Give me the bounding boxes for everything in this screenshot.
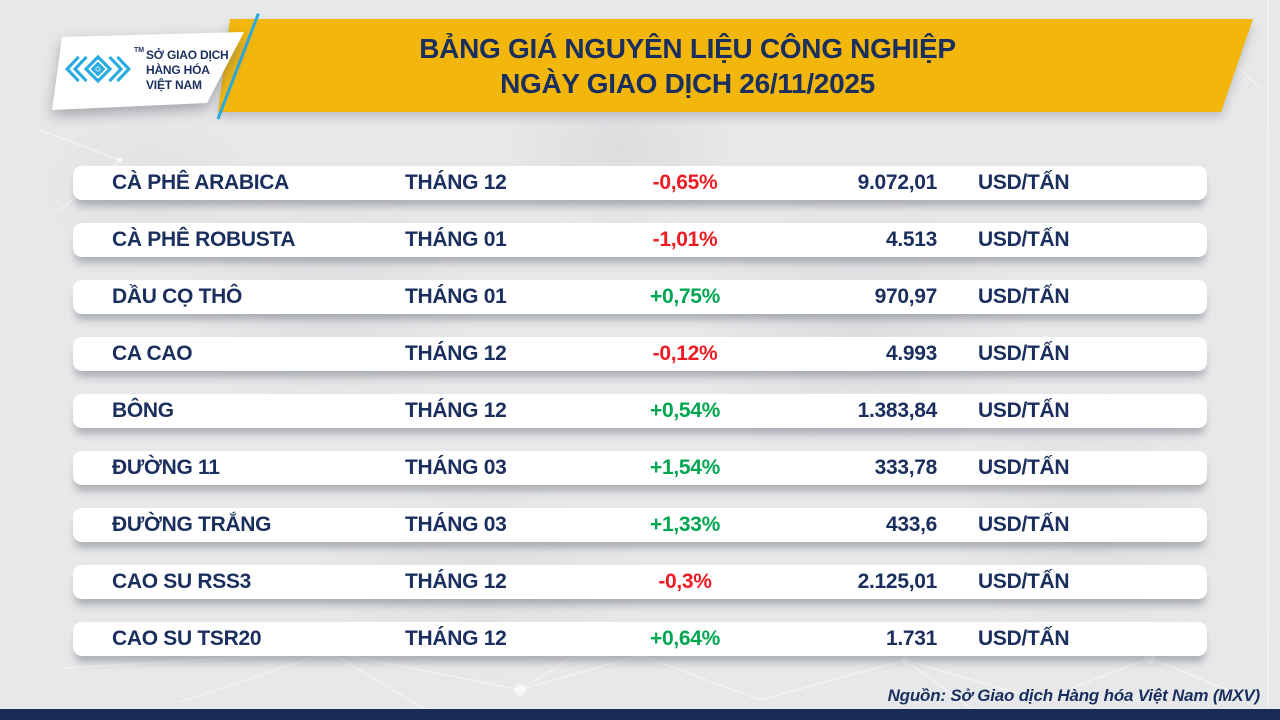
- contract-month: THÁNG 12: [405, 570, 507, 593]
- change-percent: -0,3%: [658, 570, 712, 593]
- price-unit: USD/TẤN: [978, 627, 1070, 650]
- logo-org-name: SỞ GIAO DỊCH HÀNG HÓA VIỆT NAM: [146, 48, 229, 93]
- price-unit: USD/TẤN: [978, 228, 1070, 251]
- price-unit: USD/TẤN: [978, 570, 1070, 593]
- price-unit: USD/TẤN: [978, 399, 1070, 422]
- price-value: 433,6: [885, 513, 937, 536]
- commodity-name: CÀ PHÊ ROBUSTA: [112, 228, 296, 251]
- logo-text-line3: VIỆT NAM: [146, 78, 202, 92]
- price-value: 1.731: [885, 627, 937, 650]
- mxv-logo-icon: [64, 54, 132, 84]
- price-unit: USD/TẤN: [978, 456, 1070, 479]
- change-percent: +0,64%: [649, 627, 720, 650]
- source-credit: Nguồn: Sở Giao dịch Hàng hóa Việt Nam (M…: [887, 686, 1261, 705]
- price-row: CÀ PHÊ ARABICA THÁNG 12 -0,65% 9.072,01 …: [73, 166, 1207, 200]
- price-value: 333,78: [874, 456, 938, 479]
- bottom-bar: [0, 709, 1280, 720]
- price-row: CAO SU RSS3 THÁNG 12 -0,3% 2.125,01 USD/…: [73, 565, 1207, 599]
- price-unit: USD/TẤN: [978, 285, 1070, 308]
- accent-diagonal-line: [216, 13, 260, 120]
- price-value: 9.072,01: [857, 171, 938, 194]
- commodity-name: ĐƯỜNG TRẮNG: [112, 513, 272, 536]
- contract-month: THÁNG 12: [405, 342, 507, 365]
- contract-month: THÁNG 12: [405, 171, 507, 194]
- price-value: 970,97: [874, 285, 938, 308]
- price-value: 4.513: [885, 228, 937, 251]
- mxv-logo: TM SỞ GIAO DỊCH HÀNG HÓA VIỆT NAM: [52, 32, 244, 110]
- contract-month: THÁNG 01: [405, 228, 507, 251]
- change-percent: +0,54%: [649, 399, 720, 422]
- change-percent: +1,54%: [649, 456, 720, 479]
- price-unit: USD/TẤN: [978, 171, 1070, 194]
- price-value: 2.125,01: [857, 570, 938, 593]
- board-title-line2: NGÀY GIAO DỊCH 26/11/2025: [500, 67, 875, 99]
- commodity-name: CÀ PHÊ ARABICA: [112, 171, 290, 194]
- logo-text-line1: SỞ GIAO DỊCH: [146, 48, 229, 62]
- price-unit: USD/TẤN: [978, 342, 1070, 365]
- change-percent: -1,01%: [652, 228, 718, 251]
- change-percent: -0,12%: [652, 342, 718, 365]
- price-row: CAO SU TSR20 THÁNG 12 +0,64% 1.731 USD/T…: [73, 622, 1207, 656]
- price-row: DẦU CỌ THÔ THÁNG 01 +0,75% 970,97 USD/TẤ…: [73, 280, 1207, 314]
- commodity-name: CAO SU RSS3: [112, 570, 252, 593]
- change-percent: +0,75%: [649, 285, 720, 308]
- price-table: CÀ PHÊ ARABICA THÁNG 12 -0,65% 9.072,01 …: [73, 166, 1207, 679]
- contract-month: THÁNG 03: [405, 456, 507, 479]
- contract-month: THÁNG 01: [405, 285, 507, 308]
- trademark-symbol: TM: [134, 47, 145, 54]
- title-banner: BẢNG GIÁ NGUYÊN LIỆU CÔNG NGHIỆP NGÀY GI…: [218, 19, 1253, 112]
- contract-month: THÁNG 03: [405, 513, 507, 536]
- price-row: BÔNG THÁNG 12 +0,54% 1.383,84 USD/TẤN: [73, 394, 1207, 428]
- commodity-name: ĐƯỜNG 11: [112, 456, 220, 479]
- logo-text-line2: HÀNG HÓA: [146, 63, 210, 77]
- price-row: CA CAO THÁNG 12 -0,12% 4.993 USD/TẤN: [73, 337, 1207, 371]
- commodity-name: BÔNG: [112, 399, 174, 422]
- change-percent: +1,33%: [649, 513, 720, 536]
- board-title-line1: BẢNG GIÁ NGUYÊN LIỆU CÔNG NGHIỆP: [419, 32, 956, 64]
- contract-month: THÁNG 12: [405, 627, 507, 650]
- contract-month: THÁNG 12: [405, 399, 507, 422]
- price-row: ĐƯỜNG TRẮNG THÁNG 03 +1,33% 433,6 USD/TẤ…: [73, 508, 1207, 542]
- price-value: 1.383,84: [857, 399, 938, 422]
- commodity-name: CAO SU TSR20: [112, 627, 262, 650]
- price-row: CÀ PHÊ ROBUSTA THÁNG 01 -1,01% 4.513 USD…: [73, 223, 1207, 257]
- change-percent: -0,65%: [652, 171, 718, 194]
- price-row: ĐƯỜNG 11 THÁNG 03 +1,54% 333,78 USD/TẤN: [73, 451, 1207, 485]
- commodity-name: CA CAO: [112, 342, 193, 365]
- price-value: 4.993: [885, 342, 937, 365]
- commodity-name: DẦU CỌ THÔ: [112, 285, 242, 308]
- price-unit: USD/TẤN: [978, 513, 1070, 536]
